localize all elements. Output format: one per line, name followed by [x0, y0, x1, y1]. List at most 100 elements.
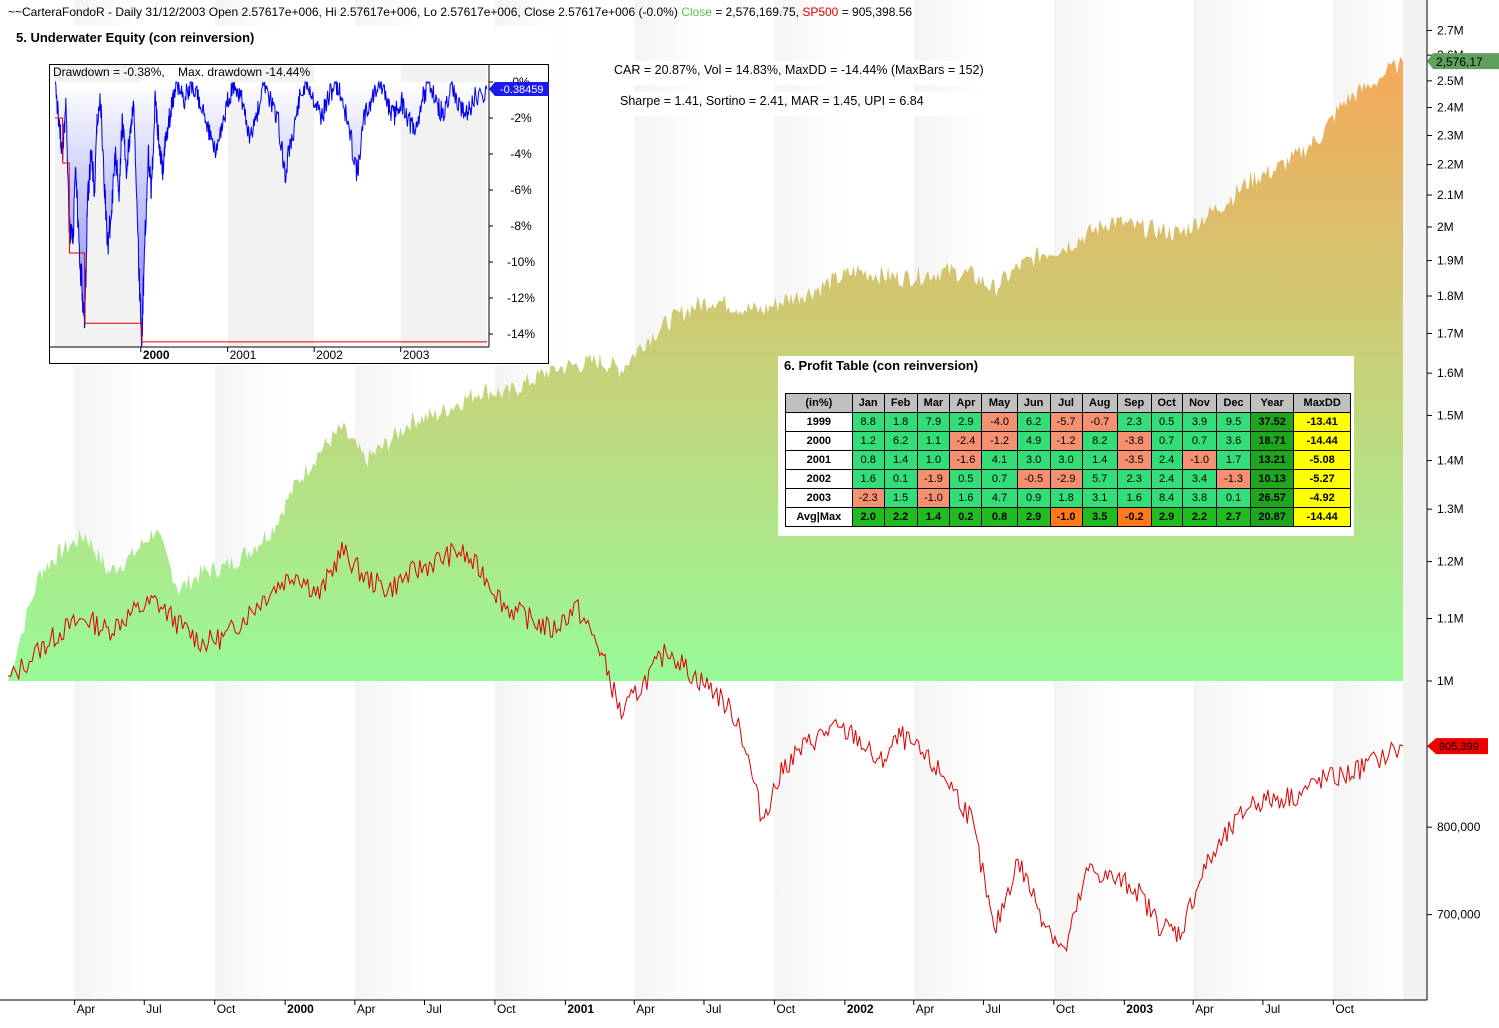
profit-table-cell: 0.1 — [883, 469, 918, 489]
underwater-chart[interactable]: 0%-2%-4%-6%-8%-10%-12%-14% 2000200120022… — [49, 64, 549, 364]
profit-table-row: 1999 8.8 1.8 7.9 2.9 -4.0 6.2 -5.7 -0.7 2.3 0.5 3.9… — [785, 412, 1351, 432]
profit-table-title: 6. Profit Table (con reinversion) — [784, 358, 979, 373]
profit-table-header: Feb — [883, 393, 918, 413]
x-tick-label: 2003 — [1126, 1002, 1153, 1016]
profit-table-row: 2003 -2.3 1.5 -1.0 1.6 4.7 0.9 1.8 3.1 1.6 8.4 3.8 0… — [785, 488, 1351, 508]
profit-table-cell: 8.4 — [1150, 488, 1183, 508]
profit-table-header: MaxDD — [1293, 393, 1351, 413]
profit-table-cell: 1.2 — [851, 431, 885, 451]
y-tick-label: 1.8M — [1437, 289, 1464, 303]
profit-table-cell: 2.3 — [1116, 469, 1152, 489]
profit-table-cell: 0.7 — [1150, 431, 1183, 451]
profit-table-cell: 3.6 — [1216, 431, 1251, 451]
profit-table-cell: 2.7 — [1216, 507, 1251, 527]
profit-table-cell: 26.57 — [1249, 488, 1295, 508]
y-tick-label: 2.1M — [1437, 188, 1464, 202]
profit-table-cell: -5.08 — [1293, 450, 1351, 470]
close-label: Close — [681, 5, 712, 19]
y-tick-label: 2.2M — [1437, 158, 1464, 172]
y-tick-label: 1.5M — [1437, 408, 1464, 422]
profit-table-cell: -1.3 — [1216, 469, 1251, 489]
profit-table-cell: 0.8 — [981, 507, 1018, 527]
profit-table-cell: 2.3 — [1116, 412, 1152, 432]
profit-table-cell: 1.7 — [1216, 450, 1251, 470]
dd-y-tick-label: -8% — [510, 219, 532, 233]
profit-table-cell: 1.4 — [883, 450, 918, 470]
profit-table-cell: 3.1 — [1081, 488, 1118, 508]
profit-table-cell: 0.7 — [1181, 431, 1218, 451]
profit-table-cell: 6.2 — [883, 431, 918, 451]
x-tick-label: Apr — [357, 1002, 376, 1016]
profit-table-cell: -0.5 — [1016, 469, 1051, 489]
profit-table-cell: 7.9 — [916, 412, 951, 432]
profit-table-cell: 6.2 — [1016, 412, 1051, 432]
sp500-label: SP500 — [802, 5, 839, 19]
y-tick-label: 2M — [1437, 220, 1454, 234]
profit-table-cell: 4.7 — [981, 488, 1018, 508]
profit-table-cell: 1.6 — [1116, 488, 1152, 508]
profit-table-cell: 9.5 — [1216, 412, 1251, 432]
profit-table-cell: 1.6 — [851, 469, 885, 489]
equity-last-value-tag: 2,576,17 — [1427, 53, 1499, 70]
x-tick-label: Apr — [77, 1002, 96, 1016]
profit-table-cell: 2.4 — [1150, 450, 1183, 470]
profit-table-cell: 2.0 — [851, 507, 885, 527]
x-tick-label: Apr — [1195, 1002, 1214, 1016]
profit-table-header: Jul — [1049, 393, 1083, 413]
y-tick-label: 1.6M — [1437, 366, 1464, 380]
x-tick-label: Oct — [776, 1002, 795, 1016]
profit-table-cell: -1.9 — [916, 469, 951, 489]
profit-table-cell: -4.0 — [981, 412, 1018, 432]
chart-header: ~~CarteraFondoR - Daily 31/12/2003 Open … — [8, 5, 912, 19]
profit-table-header: Dec — [1216, 393, 1251, 413]
profit-table-cell: -2.4 — [949, 431, 983, 451]
profit-table-cell: 4.9 — [1016, 431, 1051, 451]
x-tick-label: Oct — [497, 1002, 516, 1016]
profit-table-cell: 3.0 — [1049, 450, 1083, 470]
dd-x-tick-label: 2002 — [316, 348, 343, 362]
profit-table-header: (in%) — [785, 393, 853, 413]
profit-table-cell: -14.44 — [1293, 431, 1351, 451]
profit-table-cell: 0.7 — [981, 469, 1018, 489]
profit-table-cell: 0.2 — [949, 507, 983, 527]
profit-table-cell: 1.4 — [1081, 450, 1118, 470]
profit-table-cell: 0.5 — [949, 469, 983, 489]
profit-table-cell: 3.5 — [1081, 507, 1118, 527]
profit-table-header: May — [981, 393, 1018, 413]
profit-table-cell: -3.5 — [1116, 450, 1152, 470]
profit-table-cell: -5.7 — [1049, 412, 1083, 432]
profit-table-cell: 1.6 — [949, 488, 983, 508]
date-axis: Apr Jul Oct 2000 Apr Jul Oct 2001 Apr Jul Oct 2002 A… — [74, 1000, 1355, 1016]
dd-y-tick-label: -10% — [507, 255, 535, 269]
dd-x-tick-label: 2001 — [230, 348, 257, 362]
profit-table-cell: 1.1 — [916, 431, 951, 451]
max-drawdown-line — [55, 117, 487, 343]
y-tick-label: 1.2M — [1437, 555, 1464, 569]
profit-table-header: Nov — [1181, 393, 1218, 413]
y-tick-label: 1M — [1437, 674, 1454, 688]
profit-table-cell: 2.9 — [949, 412, 983, 432]
close-value: = 2,576,169.75, — [715, 5, 799, 19]
profit-table-cell: 0.1 — [1216, 488, 1251, 508]
profit-table-header: Mar — [916, 393, 951, 413]
x-tick-label: Oct — [1056, 1002, 1075, 1016]
dd-x-tick-label: 2000 — [143, 348, 170, 362]
profit-table-cell: -0.7 — [1081, 412, 1118, 432]
profit-table-header: Oct — [1150, 393, 1183, 413]
profit-table-cell: -2.9 — [1049, 469, 1083, 489]
profit-table-cell: -4.92 — [1293, 488, 1351, 508]
profit-table-row: Avg|Max 2.0 2.2 1.4 0.2 0.8 2.9 -1.0 3.5 -0.2 2.9 2… — [785, 507, 1351, 527]
profit-table-cell: 10.13 — [1249, 469, 1295, 489]
sp500-last-value: 905,399 — [1439, 741, 1479, 753]
y-tick-label: 1.4M — [1437, 454, 1464, 468]
equity-last-value: 2,576,17 — [1436, 55, 1483, 69]
dd-y-tick-label: -4% — [510, 147, 532, 161]
profit-table-header: Jun — [1016, 393, 1051, 413]
x-tick-label: Jul — [706, 1002, 721, 1016]
profit-table-cell: 2001 — [785, 450, 853, 470]
y-tick-label: 1.1M — [1437, 612, 1464, 626]
sp500-last-value-tag: 905,399 — [1427, 738, 1488, 755]
profit-table-cell: -14.44 — [1293, 507, 1351, 527]
y-tick-label: 2.3M — [1437, 128, 1464, 142]
